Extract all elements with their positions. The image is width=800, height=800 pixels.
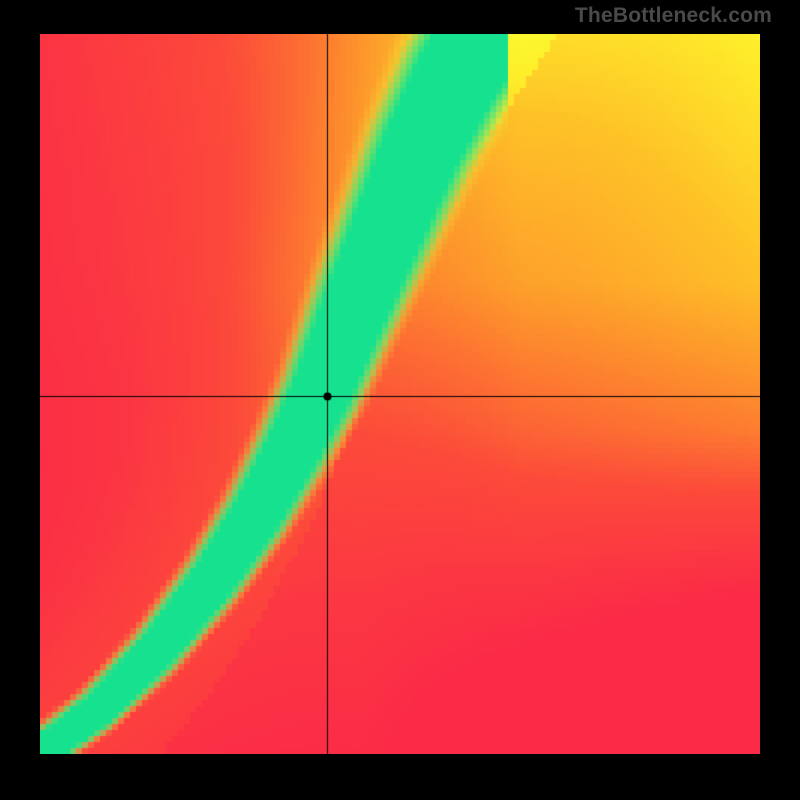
heatmap-plot xyxy=(40,34,760,754)
watermark-text: TheBottleneck.com xyxy=(575,4,772,28)
